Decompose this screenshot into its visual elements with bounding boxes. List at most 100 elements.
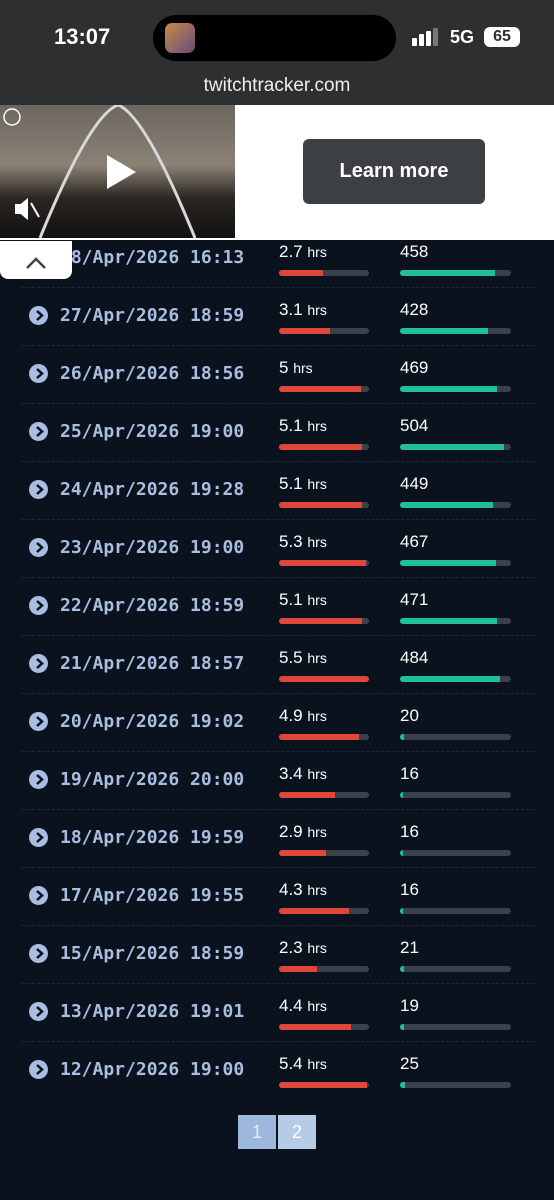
viewers: 467: [400, 532, 429, 551]
stream-date: 28/Apr/2026 16:13: [60, 247, 245, 268]
row-separator: [22, 461, 534, 462]
row-expand-icon[interactable]: [29, 712, 48, 731]
hours-bar: [279, 328, 330, 334]
hours-value: 5: [279, 358, 289, 377]
hours-track: [279, 328, 369, 334]
hours-bar: [279, 1082, 368, 1088]
stream-date: 18/Apr/2026 19:59: [60, 827, 245, 848]
hours-unit: hrs: [307, 766, 327, 782]
row-separator: [22, 983, 534, 984]
row-expand-icon[interactable]: [29, 364, 48, 383]
row-expand-icon[interactable]: [29, 538, 48, 557]
hours-bar: [279, 1024, 351, 1030]
viewers: 16: [400, 764, 419, 783]
hours: 5.3 hrs: [279, 532, 327, 552]
viewers: 471: [400, 590, 429, 609]
url[interactable]: twitchtracker.com: [203, 75, 351, 96]
viewers: 16: [400, 822, 419, 841]
row-separator: [22, 345, 534, 346]
dynamic-island: [153, 15, 396, 61]
row-separator: [22, 867, 534, 868]
page-button[interactable]: 1: [238, 1115, 276, 1149]
row-expand-icon[interactable]: [29, 596, 48, 615]
viewers-track: [400, 618, 511, 624]
row-expand-icon[interactable]: [29, 886, 48, 905]
viewers-bar: [400, 676, 500, 682]
collapse-button[interactable]: [0, 241, 72, 279]
viewers-bar: [400, 560, 497, 566]
hours: 2.9 hrs: [279, 822, 327, 842]
row-expand-icon[interactable]: [29, 480, 48, 499]
hours-track: [279, 502, 369, 508]
stream-list: 28/Apr/2026 16:13 2.7 hrs 458 27/Apr/2026 1…: [0, 240, 554, 1200]
viewers-bar: [400, 1082, 406, 1088]
stream-date: 15/Apr/2026 18:59: [60, 943, 245, 964]
row-expand-icon[interactable]: [29, 828, 48, 847]
signal: [412, 28, 440, 46]
viewers-track: [400, 676, 511, 682]
row-expand-icon[interactable]: [29, 944, 48, 963]
viewers-track: [400, 792, 511, 798]
viewers-bar: [400, 792, 404, 798]
viewers: 25: [400, 1054, 419, 1073]
hours-track: [279, 618, 369, 624]
row-expand-icon[interactable]: [29, 1002, 48, 1021]
hours-unit: hrs: [307, 244, 327, 260]
page-button[interactable]: 2: [278, 1115, 316, 1149]
hours-track: [279, 1024, 369, 1030]
viewers-bar: [400, 850, 404, 856]
hours-bar: [279, 386, 361, 392]
hours: 5.1 hrs: [279, 474, 327, 494]
row-expand-icon[interactable]: [29, 770, 48, 789]
row-separator: [22, 1041, 534, 1042]
hours-value: 3.4: [279, 764, 303, 783]
hours-track: [279, 386, 369, 392]
row-expand-icon[interactable]: [29, 1060, 48, 1079]
hours: 5.5 hrs: [279, 648, 327, 668]
hours-bar: [279, 850, 327, 856]
hours-value: 5.1: [279, 416, 303, 435]
viewers-track: [400, 444, 511, 450]
viewers-bar: [400, 386, 497, 392]
stream-date: 21/Apr/2026 18:57: [60, 653, 245, 674]
hours: 4.4 hrs: [279, 996, 327, 1016]
ad-video[interactable]: [0, 105, 235, 238]
row-separator: [22, 693, 534, 694]
hours-bar: [279, 270, 324, 276]
row-separator: [22, 403, 534, 404]
row-expand-icon[interactable]: [29, 422, 48, 441]
row-separator: [22, 751, 534, 752]
viewers-track: [400, 328, 511, 334]
battery: 65: [484, 27, 520, 47]
hours: 3.1 hrs: [279, 300, 327, 320]
hours-value: 5.1: [279, 474, 303, 493]
app-icon: [165, 23, 195, 53]
stream-date: 12/Apr/2026 19:00: [60, 1059, 245, 1080]
viewers-track: [400, 850, 511, 856]
hours-track: [279, 908, 369, 914]
viewers-bar: [400, 1024, 404, 1030]
viewers: 484: [400, 648, 429, 667]
viewers-track: [400, 1024, 511, 1030]
hours-track: [279, 792, 369, 798]
hours-unit: hrs: [307, 882, 327, 898]
stream-date: 19/Apr/2026 20:00: [60, 769, 245, 790]
hours-track: [279, 734, 369, 740]
viewers-bar: [400, 908, 404, 914]
viewers: 19: [400, 996, 419, 1015]
hours-track: [279, 560, 369, 566]
hours-bar: [279, 560, 366, 566]
stream-date: 26/Apr/2026 18:56: [60, 363, 245, 384]
row-separator: [22, 635, 534, 636]
row-expand-icon[interactable]: [29, 306, 48, 325]
row-expand-icon[interactable]: [29, 654, 48, 673]
stream-date: 17/Apr/2026 19:55: [60, 885, 245, 906]
viewers: 20: [400, 706, 419, 725]
viewers: 16: [400, 880, 419, 899]
hours-bar: [279, 502, 363, 508]
viewers-bar: [400, 270, 495, 276]
hours-unit: hrs: [307, 708, 327, 724]
ad-button[interactable]: Learn more: [303, 139, 485, 204]
hours-value: 2.7: [279, 242, 303, 261]
hours: 5.1 hrs: [279, 416, 327, 436]
